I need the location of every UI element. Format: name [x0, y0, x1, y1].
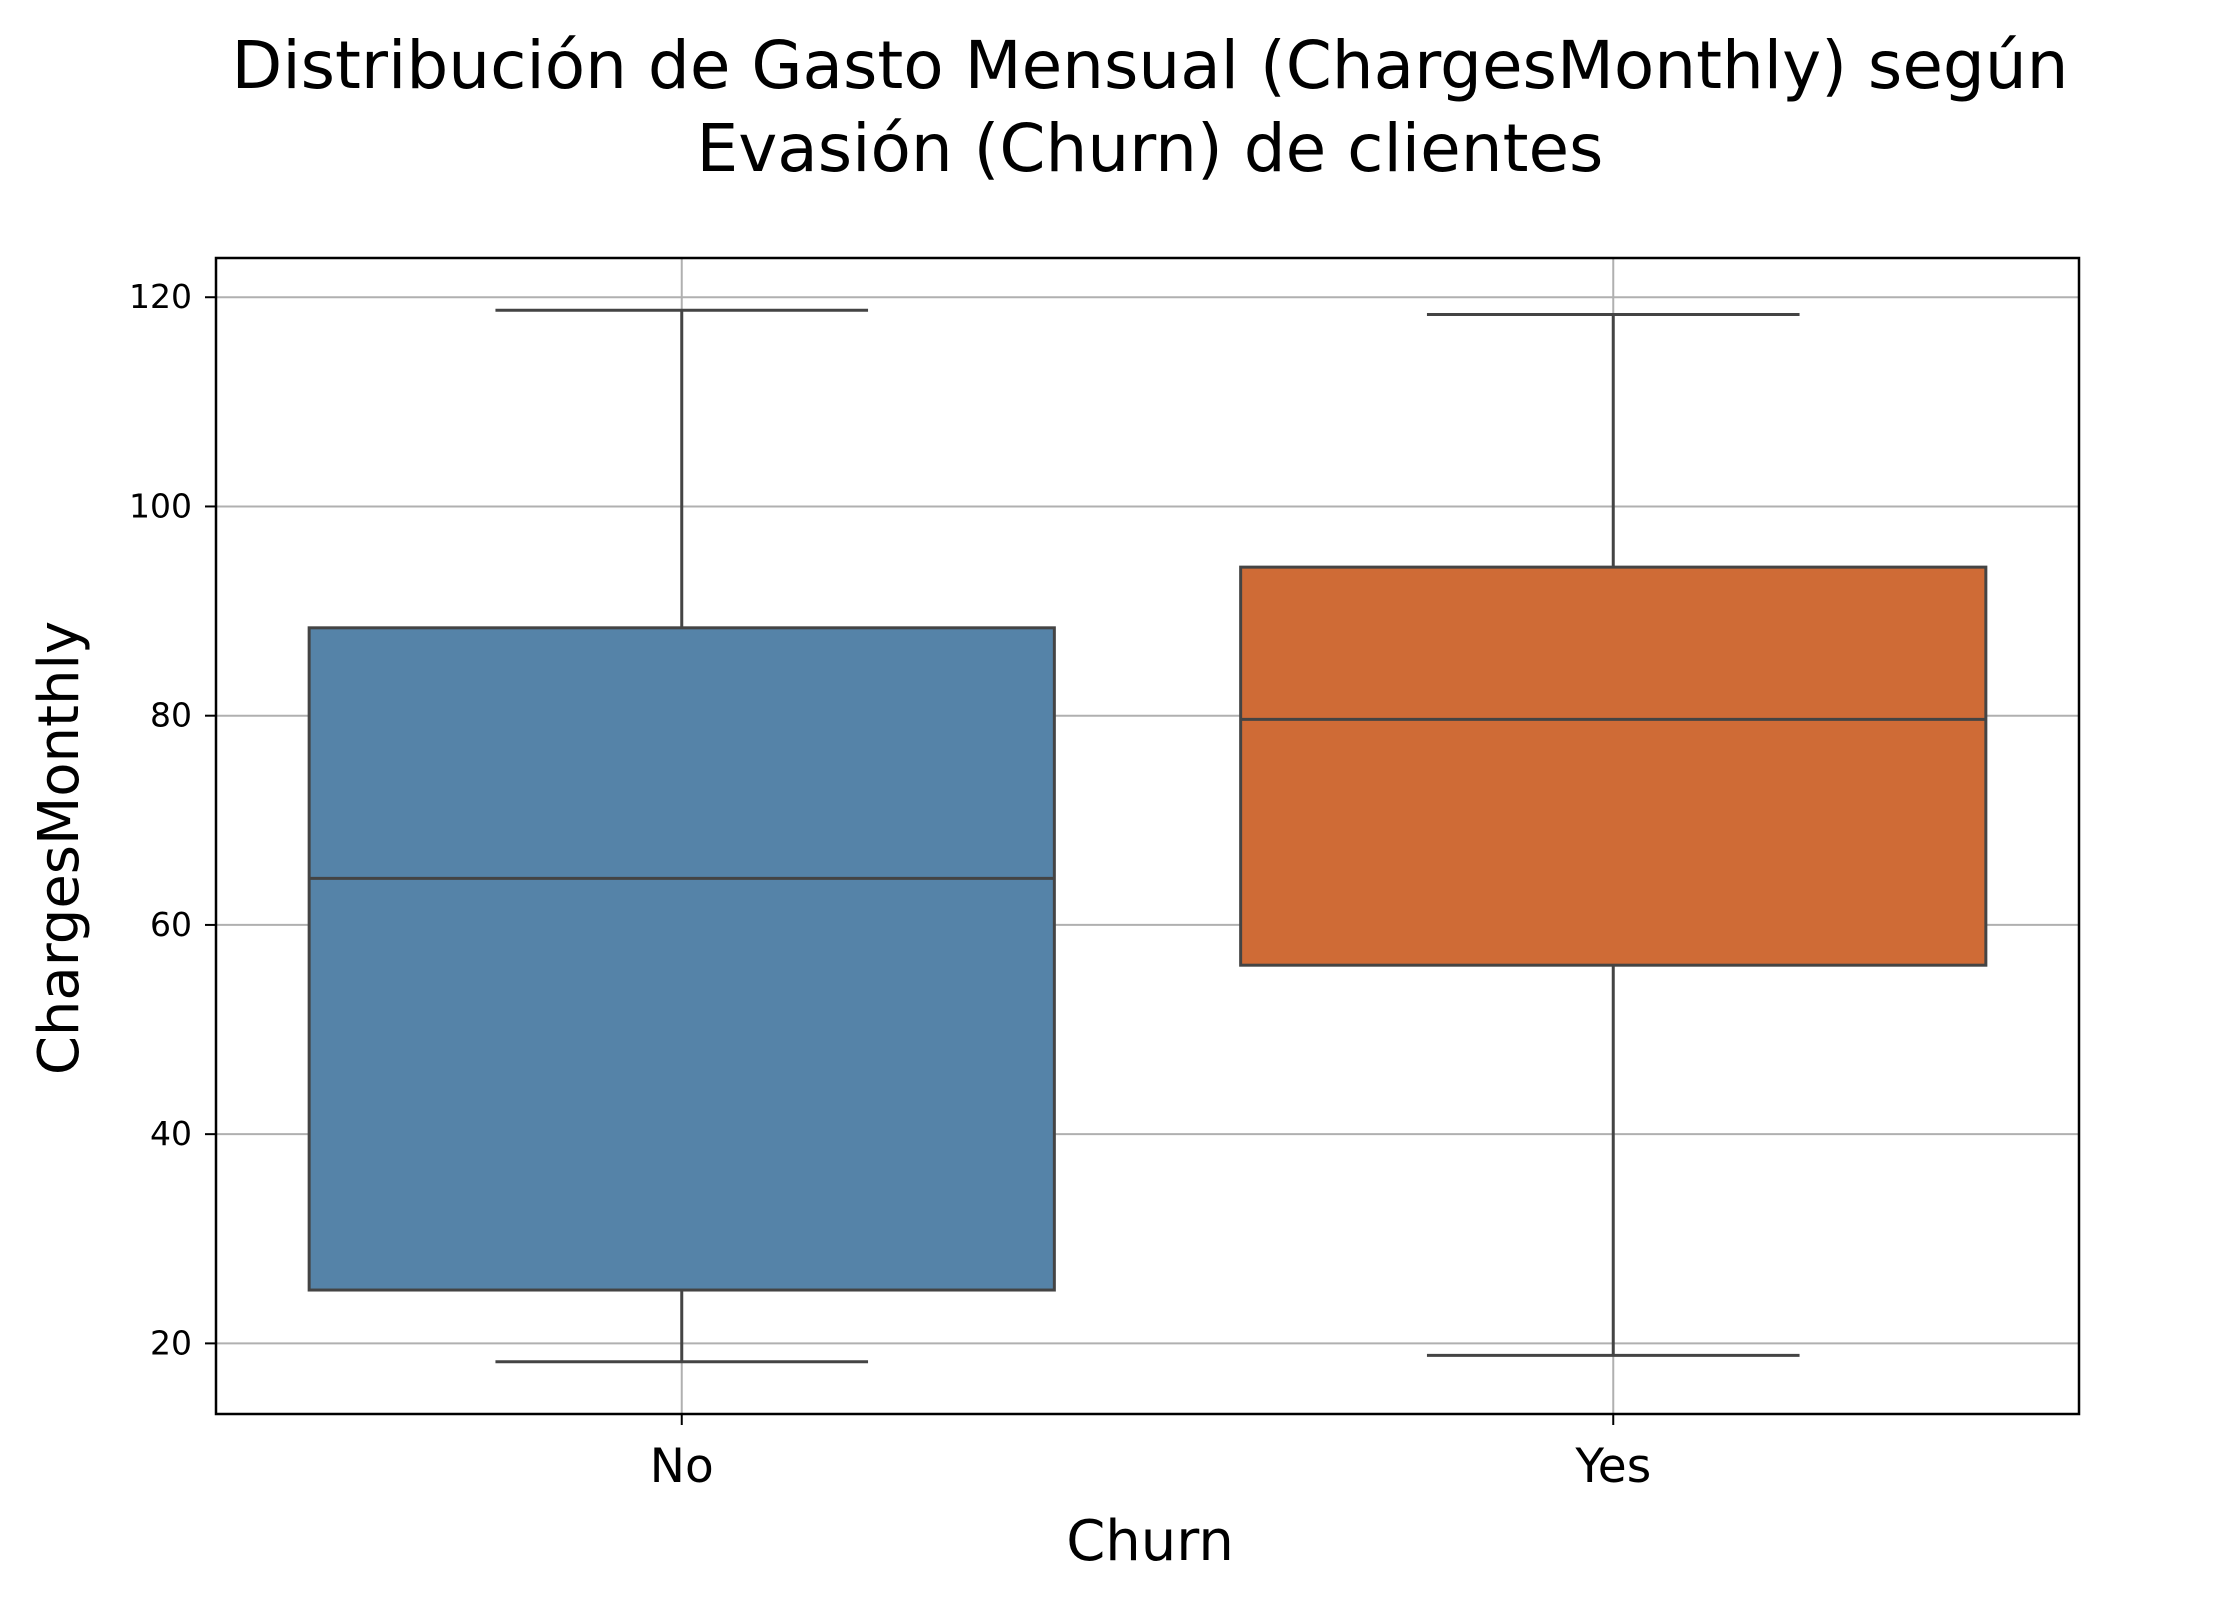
x-axis-label: Churn [1066, 1509, 1234, 1574]
chart-title-line-1: Distribución de Gasto Mensual (ChargesMo… [232, 27, 2069, 104]
y-tick-label: 120 [129, 277, 192, 316]
iqr-box [307, 626, 1056, 1292]
y-axis-label: ChargesMonthly [27, 621, 92, 1075]
box-no [307, 308, 1056, 1364]
box-yes [1239, 312, 1988, 1357]
chart-title-line-2: Evasión (Churn) de clientes [697, 110, 1604, 187]
y-tick-label: 100 [129, 486, 192, 525]
x-tick-label: No [650, 1439, 714, 1494]
plot-area-frame [214, 256, 2081, 1416]
x-tick-label: Yes [1574, 1439, 1651, 1494]
axis-ticks: 20 40 60 80 100 120 No Yes [129, 277, 1651, 1494]
y-tick-label: 80 [150, 696, 192, 735]
y-tick-label: 20 [150, 1323, 192, 1362]
y-tick-label: 60 [150, 905, 192, 944]
y-tick-label: 40 [150, 1114, 192, 1153]
iqr-box [1239, 565, 1988, 967]
box-series [307, 308, 1988, 1364]
chart-title: Distribución de Gasto Mensual (ChargesMo… [232, 27, 2069, 187]
